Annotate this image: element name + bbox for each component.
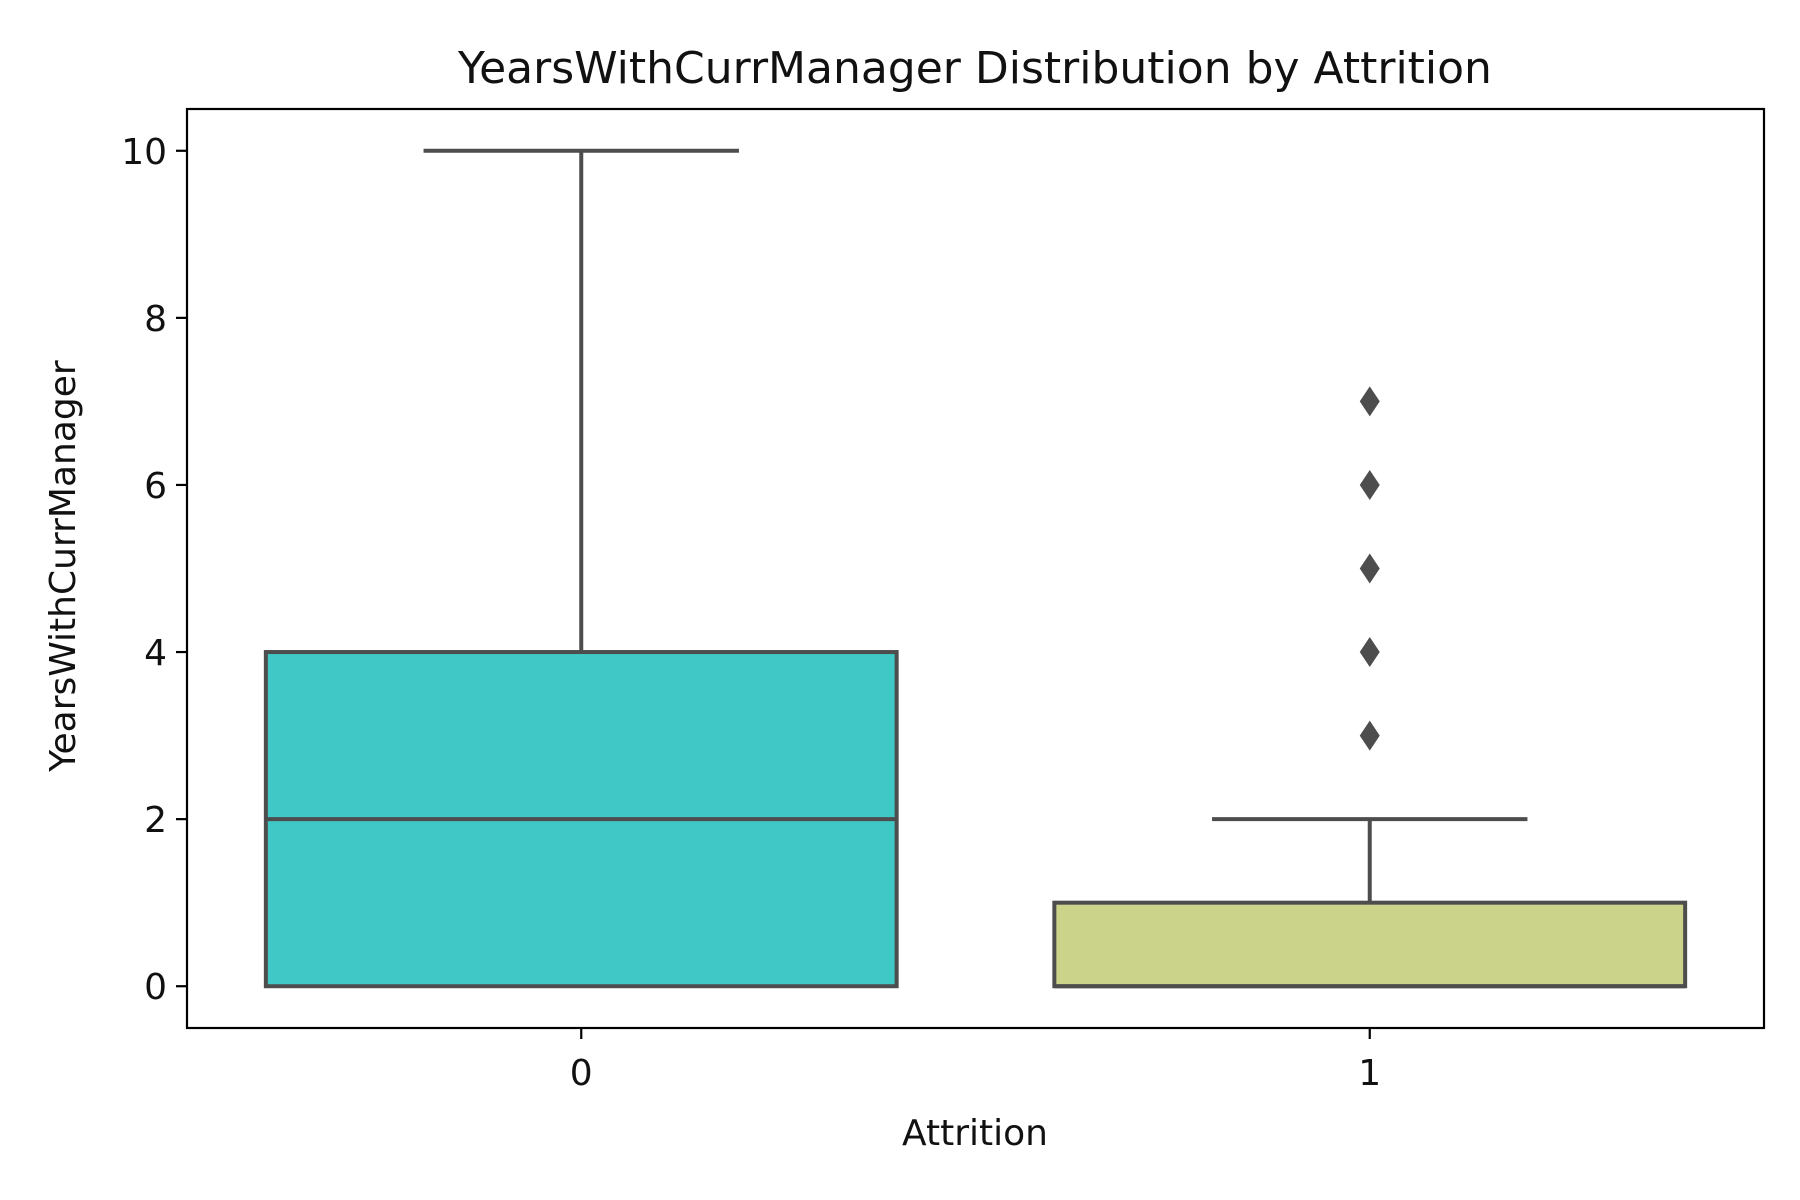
outlier-point: [1359, 720, 1380, 751]
x-tick-label: 1: [1358, 1053, 1381, 1094]
outlier-point: [1359, 637, 1380, 668]
box-group-0: [263, 148, 899, 989]
y-tick-label: 0: [144, 967, 167, 1008]
y-tick-label: 8: [144, 299, 167, 340]
y-axis-label: YearsWithCurrManager: [43, 360, 84, 773]
chart-title: YearsWithCurrManager Distribution by Att…: [457, 43, 1492, 94]
box-iqr: [1052, 900, 1688, 989]
outlier-point: [1359, 553, 1380, 584]
plot-area: [263, 148, 1688, 989]
y-tick-label: 6: [144, 466, 167, 507]
y-tick-label: 2: [144, 800, 167, 841]
x-tick-label: 0: [570, 1053, 593, 1094]
outlier-point: [1359, 469, 1380, 500]
outlier-point: [1359, 386, 1380, 417]
plot-frame: [185, 107, 1766, 1030]
y-tick-label: 4: [144, 633, 167, 674]
y-tick-label: 10: [121, 132, 167, 173]
x-axis-label: Attrition: [902, 1113, 1048, 1154]
box-group-1: [1052, 386, 1688, 989]
